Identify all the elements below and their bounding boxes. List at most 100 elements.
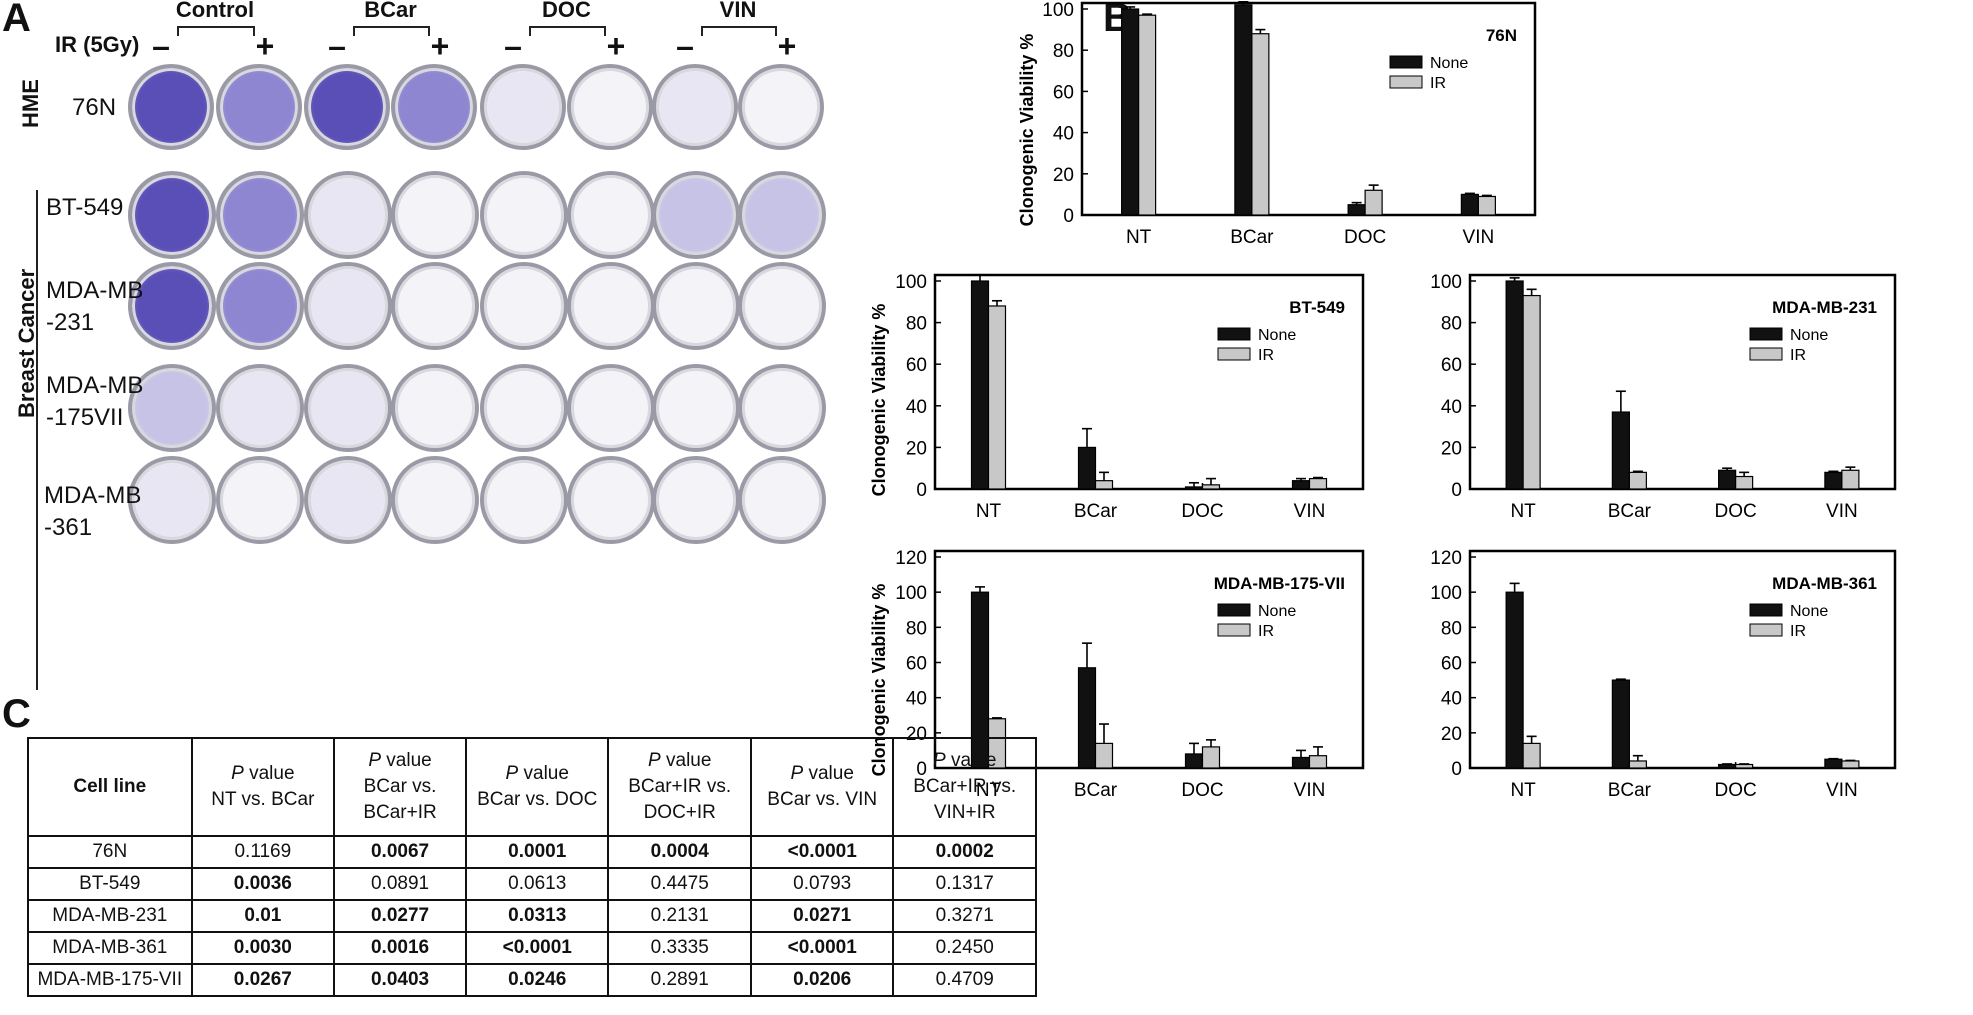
x-tick-label: VIN [1294,780,1326,801]
y-tick-label: 80 [906,618,927,639]
bar-ir [1201,746,1221,769]
x-tick-label: VIN [1826,780,1858,801]
cell-line-label: MDA-MB -175VII [46,370,143,434]
p-value-cell: 0.0613 [464,867,610,901]
group-bracket-tick [177,26,179,36]
plot-frame [1080,1,1537,217]
p-value-cell: 0.0891 [333,867,467,901]
column-header-line1: P value [756,761,888,787]
minus-sign: – [676,28,694,64]
p-symbol: P [368,750,382,771]
plot-frame [1468,273,1897,491]
column-header-l2: BCar vs. VIN [767,789,878,810]
panel-a-letter: A [2,0,31,40]
column-header-text: Cell line [73,776,147,797]
group-bracket-tick [529,26,531,36]
minus-sign: – [504,28,522,64]
y-tick-label: 60 [906,654,927,675]
bar-ir [1522,742,1541,769]
table-row: 76N 0.1169 0.0067 0.0001 0.0004 <0.0001 0.0002 [27,835,1037,869]
y-tick-label: 0 [916,480,927,501]
value-word: value [381,750,432,771]
legend-swatch-ir [1217,347,1251,361]
p-value-table: Cell line P value NT vs. BCar P value BCar v… [27,737,1037,997]
plus-sign: + [255,28,275,64]
bar-ir [1094,742,1114,769]
p-value-cell: 0.2131 [607,899,752,933]
p-value-cell: 0.4709 [892,963,1037,997]
legend-label-ir: IR [1430,75,1446,92]
legend-label-ir: IR [1790,347,1806,364]
x-tick-label: BCar [1230,227,1274,248]
culture-dish [128,364,216,452]
column-header-l3: DOC+IR [643,802,716,823]
x-tick-label: DOC [1344,227,1386,248]
legend-swatch-none [1389,55,1423,69]
breast-cancer-bracket [36,190,38,690]
p-value-cell: <0.0001 [464,931,610,965]
table-row: BT-549 0.0036 0.0891 0.0613 0.4475 0.0793 0.13… [27,867,1037,901]
p-value-cell: 0.0016 [333,931,467,965]
hme-label: HME [18,79,43,128]
cell-line-label: MDA-MB -231 [46,275,143,339]
p-value-cell: 0.0030 [190,931,336,965]
y-tick-label: 40 [1053,124,1074,145]
bar-ir [1477,195,1496,216]
column-header-l2: BCar+IR vs. [913,776,1017,797]
legend-swatch-none [1749,603,1783,617]
culture-dish [652,171,740,259]
x-tick-label: BCar [1074,501,1118,522]
cell-line-label: MDA-MB -361 [44,480,141,544]
cell-line-name: BT-549 [27,867,193,901]
p-symbol: P [790,763,804,784]
culture-dish [216,64,302,150]
x-tick-label: NT [976,501,1002,522]
y-tick-label: 80 [1053,41,1074,62]
chart-title: MDA-MB-361 [1772,574,1877,593]
plus-sign: + [430,28,450,64]
panel-c-letter: C [2,692,31,736]
culture-dish [391,171,479,259]
group-label-doc: DOC [542,0,591,22]
bar-ir [1628,760,1647,769]
culture-dish [216,456,304,544]
p-value-cell: 0.0067 [333,835,467,869]
y-tick-label: 20 [906,438,927,459]
culture-dish [216,262,304,350]
cell-line-name: MDA-MB-175-VII [27,963,193,997]
culture-dish [480,171,568,259]
cell-line-name: MDA-MB-231 [27,899,193,933]
culture-dish [391,64,477,150]
culture-dish [304,364,392,452]
column-header: P value BCar vs. VIN [749,737,895,837]
culture-dish [304,171,392,259]
group-bracket-tick [428,26,430,36]
x-tick-label: BCar [1074,780,1118,801]
culture-dish [304,262,392,350]
group-bracket [701,26,775,28]
column-header: P value BCar+IR vs. VIN+IR [892,737,1037,837]
bar-ir [1251,33,1270,216]
y-tick-label: 40 [1441,689,1462,710]
column-header-line1: P value [613,748,745,774]
x-tick-label: NT [1510,501,1536,522]
culture-dish [128,171,216,259]
p-value-cell: 0.0313 [464,899,610,933]
cell-line-label-line1: BT-549 [46,194,124,221]
bar-none [1718,469,1737,490]
culture-dish [567,262,655,350]
bar-ir [1308,478,1328,490]
x-tick-label: DOC [1181,780,1223,801]
x-tick-label: BCar [1608,501,1652,522]
y-tick-label: 60 [906,355,927,376]
cell-line-label-line1: MDA-MB [46,277,144,304]
p-value-cell: 0.0267 [190,963,336,997]
group-label-bcar: BCar [364,0,417,22]
bar-none [1234,4,1253,216]
column-header-line1: P value [471,761,603,787]
panel-b-letter: B [1103,0,1132,40]
column-header: Cell line [27,737,193,837]
value-word: value [803,763,854,784]
x-tick-label: VIN [1463,227,1495,248]
minus-sign: – [152,28,170,64]
